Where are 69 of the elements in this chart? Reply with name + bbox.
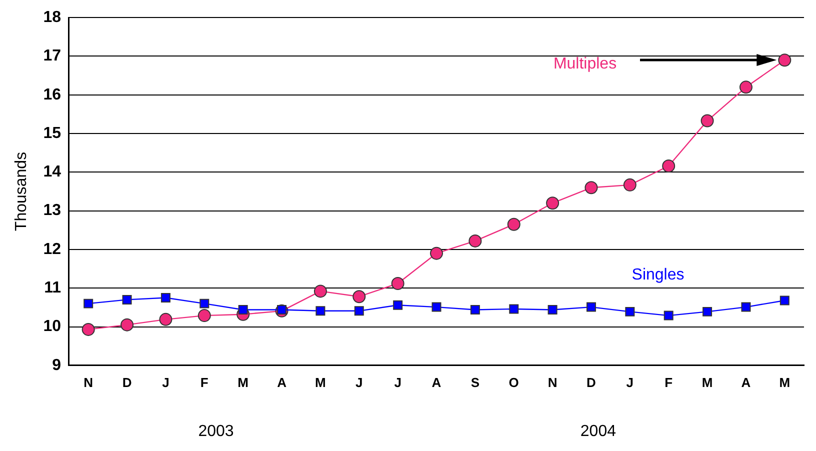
point xyxy=(662,159,676,172)
point xyxy=(393,300,403,310)
point xyxy=(160,293,170,303)
point xyxy=(778,54,792,67)
point xyxy=(507,218,520,231)
y-tick-label: 15 xyxy=(43,124,62,142)
y-tick-label: 12 xyxy=(43,240,62,258)
y-tick-label: 14 xyxy=(43,164,62,181)
point xyxy=(664,310,674,320)
y-axis-title: Thousands xyxy=(13,152,30,232)
x-tick-label: J xyxy=(626,374,634,390)
y-tick-label: 13 xyxy=(43,202,62,220)
point xyxy=(468,234,482,248)
point xyxy=(780,296,790,306)
point xyxy=(120,318,134,332)
point xyxy=(432,302,442,312)
x-tick-label: S xyxy=(470,374,480,390)
point xyxy=(584,181,598,194)
point xyxy=(586,302,596,312)
x-tick-label: M xyxy=(779,374,790,390)
x-tick-label: A xyxy=(741,374,752,390)
y-tick-label: 10 xyxy=(43,318,62,336)
text: Multiples xyxy=(553,56,617,73)
point xyxy=(509,304,519,314)
point xyxy=(741,302,751,312)
point xyxy=(84,298,94,308)
point xyxy=(122,294,132,304)
point xyxy=(623,178,636,192)
point xyxy=(314,284,327,298)
series-label: Singles xyxy=(632,266,684,284)
x-tick-label: J xyxy=(394,374,402,390)
x-tick-label: M xyxy=(315,374,326,390)
x-tick-label: J xyxy=(356,374,363,390)
point xyxy=(159,312,172,326)
point xyxy=(238,305,248,314)
point xyxy=(198,309,211,322)
x-tick-label: J xyxy=(162,374,170,390)
x-tick-label: N xyxy=(548,374,558,390)
x-tick-label: A xyxy=(277,374,288,390)
point xyxy=(82,322,95,336)
x-tick-label: D xyxy=(122,374,132,390)
x-tick-label: F xyxy=(664,374,673,390)
y-tick-label: 9 xyxy=(52,356,62,374)
x-tick-label: M xyxy=(238,374,248,390)
y-tick-label: 18 xyxy=(43,9,62,26)
point xyxy=(625,306,635,316)
x-tick-label: M xyxy=(702,374,713,390)
point xyxy=(702,306,712,316)
y-tick-label: 11 xyxy=(44,280,62,297)
x-tick-label: D xyxy=(586,374,596,390)
x-tick-label: N xyxy=(84,374,94,390)
x-tick-label: O xyxy=(508,374,519,390)
text: 2003 xyxy=(198,423,234,441)
y-tick-label: 17 xyxy=(43,48,62,65)
point xyxy=(739,80,752,94)
point xyxy=(200,298,210,308)
point xyxy=(352,290,366,304)
y-tick-label: 16 xyxy=(43,86,62,104)
point xyxy=(430,246,443,260)
point xyxy=(391,276,404,290)
point xyxy=(316,306,326,316)
point xyxy=(354,306,364,316)
x-tick-label: A xyxy=(432,374,442,390)
point xyxy=(470,305,480,314)
point xyxy=(546,196,560,210)
point xyxy=(700,114,714,128)
point xyxy=(548,305,558,314)
text: 2004 xyxy=(580,423,616,441)
x-tick-label: F xyxy=(200,374,208,390)
